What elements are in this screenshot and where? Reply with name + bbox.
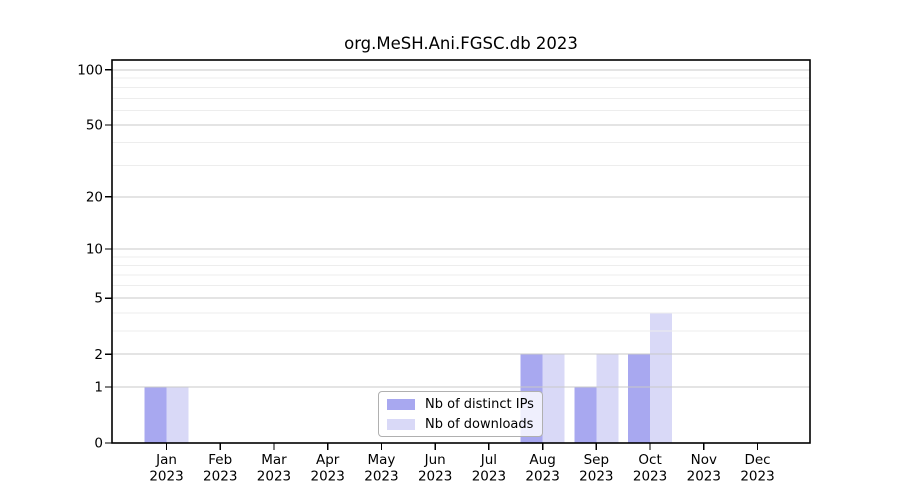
x-axis-month-label: May: [367, 452, 395, 468]
x-axis-month-label: Feb: [208, 452, 232, 468]
legend-swatch-distinct-ips-icon: [387, 398, 415, 410]
x-axis-year-label: 2023: [579, 469, 613, 485]
x-axis-year-label: 2023: [364, 469, 398, 485]
y-axis-tick-label: 0: [94, 436, 103, 452]
y-axis-tick-label: 100: [77, 62, 103, 78]
legend-swatch-downloads-icon: [387, 418, 415, 430]
bar-downloads-sep: [596, 354, 619, 443]
x-axis-year-label: 2023: [203, 469, 237, 485]
bar-distinct-ips-sep: [574, 386, 597, 443]
y-axis-tick-label: 1: [94, 380, 103, 396]
bar-downloads-jan: [166, 386, 189, 443]
legend-item-distinct-ips: Nb of distinct IPs: [387, 397, 534, 412]
y-axis-tick-label: 50: [86, 118, 103, 134]
legend-label-distinct-ips: Nb of distinct IPs: [425, 396, 534, 412]
x-axis-month-label: Dec: [744, 452, 770, 468]
legend-label-downloads: Nb of downloads: [425, 416, 534, 432]
x-axis-month-label: Oct: [638, 452, 661, 468]
x-axis-year-label: 2023: [149, 469, 183, 485]
legend-item-downloads: Nb of downloads: [387, 417, 534, 432]
x-axis-year-label: 2023: [311, 469, 345, 485]
bar-downloads-oct: [650, 312, 673, 443]
x-axis-month-label: Jan: [155, 452, 177, 468]
chart-legend: Nb of distinct IPs Nb of downloads: [378, 391, 543, 437]
y-axis-tick-label: 5: [94, 291, 103, 307]
x-axis-year-label: 2023: [472, 469, 506, 485]
x-axis-month-label: Sep: [584, 452, 609, 468]
x-axis-year-label: 2023: [418, 469, 452, 485]
y-axis-tick-label: 10: [86, 242, 103, 258]
x-axis-month-label: Mar: [261, 452, 287, 468]
x-axis-month-label: Jun: [424, 452, 446, 468]
x-axis-month-label: Aug: [529, 452, 555, 468]
y-axis-tick-label: 20: [86, 189, 103, 205]
x-axis-year-label: 2023: [687, 469, 721, 485]
x-axis-month-label: Apr: [316, 452, 340, 468]
chart-title: org.MeSH.Ani.FGSC.db 2023: [344, 34, 578, 53]
x-axis-year-label: 2023: [740, 469, 774, 485]
x-axis-month-label: Jul: [480, 452, 497, 468]
x-axis-year-label: 2023: [525, 469, 559, 485]
bar-distinct-ips-oct: [628, 354, 651, 443]
bar-downloads-aug: [542, 354, 565, 443]
x-axis-year-label: 2023: [633, 469, 667, 485]
plot-border: [111, 59, 811, 444]
x-axis-year-label: 2023: [257, 469, 291, 485]
x-axis-month-label: Nov: [691, 452, 717, 468]
y-axis-tick-label: 2: [94, 347, 103, 363]
bar-distinct-ips-jan: [144, 386, 167, 443]
